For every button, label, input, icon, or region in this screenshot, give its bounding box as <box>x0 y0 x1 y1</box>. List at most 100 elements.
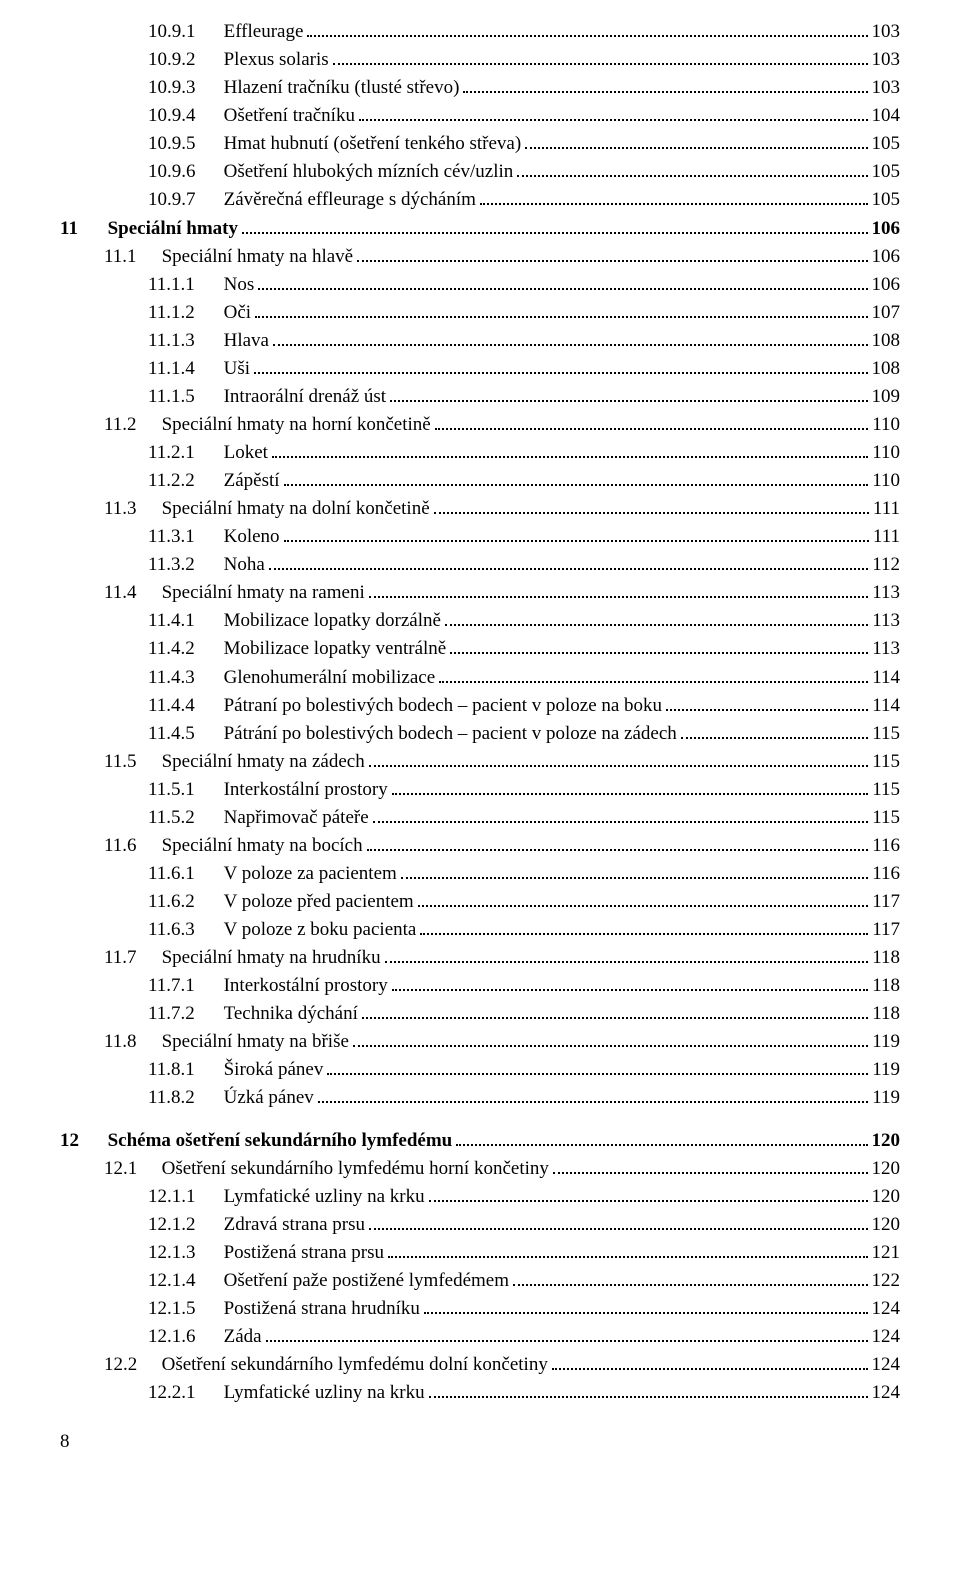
toc-entry-page: 107 <box>872 300 901 327</box>
toc-leader-dots <box>666 692 868 711</box>
toc-leader-dots <box>258 271 867 290</box>
toc-entry: 11.1.1Nos 106 <box>148 271 900 299</box>
toc-entry-page: 106 <box>872 244 901 271</box>
toc-entry: 12.2Ošetření sekundárního lymfedému doln… <box>104 1351 900 1379</box>
toc-entry-page: 116 <box>872 861 900 888</box>
toc-entry-label: Noha <box>224 552 265 579</box>
toc-entry-number: 11.6.3 <box>148 917 224 944</box>
toc-leader-dots <box>424 1295 868 1314</box>
toc-entry-label: Ošetření hlubokých mízních cév/uzlin <box>224 159 514 186</box>
toc-leader-dots <box>439 663 868 682</box>
toc-entry-number: 11.6 <box>104 833 162 860</box>
toc-entry-number: 11.7.1 <box>148 973 224 1000</box>
toc-entry: 10.9.7Závěrečná effleurage s dýcháním105 <box>148 186 900 214</box>
toc-entry-number: 11.7 <box>104 945 162 972</box>
toc-entry: 12Schéma ošetření sekundárního lymfedému… <box>60 1126 900 1154</box>
toc-entry-label: Napřimovač páteře <box>224 805 369 832</box>
toc-leader-dots <box>525 130 867 149</box>
toc-entry-number: 11.3.1 <box>148 524 224 551</box>
toc-entry: 11.4.4Pátraní po bolestivých bodech – pa… <box>148 692 900 720</box>
toc-leader-dots <box>513 1267 867 1286</box>
toc-entry-label: Uši <box>224 356 250 383</box>
toc-entry: 11.6Speciální hmaty na bocích116 <box>104 832 900 860</box>
toc-entry: 12.1.1Lymfatické uzliny na krku120 <box>148 1183 900 1211</box>
toc-leader-dots <box>367 832 869 851</box>
toc-entry: 11.1.2Oči107 <box>148 299 900 327</box>
toc-leader-dots <box>681 720 868 739</box>
toc-entry-label: Pátrání po bolestivých bodech – pacient … <box>224 721 677 748</box>
toc-entry-page: 104 <box>872 103 901 130</box>
toc-leader-dots <box>272 439 868 458</box>
toc-entry: 11.3.1Koleno111 <box>148 523 900 551</box>
toc-entry-page: 113 <box>872 608 900 635</box>
toc-entry-page: 110 <box>872 412 900 439</box>
toc-entry: 11.1.5Intraorální drenáž úst109 <box>148 383 900 411</box>
toc-entry: 11.8.1Široká pánev119 <box>148 1056 900 1084</box>
toc-entry: 11.5.2Napřimovač páteře115 <box>148 804 900 832</box>
toc-entry: 11.7.1Interkostální prostory118 <box>148 972 900 1000</box>
toc-entry: 12.1.2Zdravá strana prsu120 <box>148 1211 900 1239</box>
toc-entry-label: Nos <box>224 272 255 299</box>
toc-leader-dots <box>327 1056 868 1075</box>
toc-entry: 12.1.5Postižená strana hrudníku124 <box>148 1295 900 1323</box>
toc-entry-label: Hlava <box>224 328 269 355</box>
toc-entry-page: 122 <box>872 1268 901 1295</box>
toc-entry-number: 11.1.1 <box>148 272 224 299</box>
toc-leader-dots <box>359 102 868 121</box>
toc-entry-label: Speciální hmaty <box>108 216 238 243</box>
toc-entry-number: 12 <box>60 1128 108 1155</box>
toc-entry-label: V poloze za pacientem <box>224 861 397 888</box>
toc-entry-page: 116 <box>872 833 900 860</box>
toc-entry: 11.2Speciální hmaty na horní končetině11… <box>104 411 900 439</box>
toc-leader-dots <box>435 411 869 430</box>
toc-entry-number: 11.1.2 <box>148 300 224 327</box>
toc-leader-dots <box>463 74 867 93</box>
toc-entry-number: 11.5 <box>104 749 162 776</box>
toc-entry: 12.1.4Ošetření paže postižené lymfedémem… <box>148 1267 900 1295</box>
toc-entry-label: Hlazení tračníku (tlusté střevo) <box>224 75 460 102</box>
toc-entry-number: 11.1 <box>104 244 162 271</box>
toc-entry-page: 106 <box>872 272 901 299</box>
toc-entry-page: 119 <box>872 1085 900 1112</box>
toc-entry-number: 11.5.2 <box>148 805 224 832</box>
toc-entry: 11.6.3V poloze z boku pacienta117 <box>148 916 900 944</box>
toc-entry: 11.4Speciální hmaty na rameni113 <box>104 579 900 607</box>
toc-entry-number: 12.1.5 <box>148 1296 224 1323</box>
toc-entry-page: 114 <box>872 693 900 720</box>
toc-entry-number: 12.1.3 <box>148 1240 224 1267</box>
toc-entry-number: 11.2 <box>104 412 162 439</box>
toc-entry-page: 103 <box>872 75 901 102</box>
toc-entry-label: Zápěstí <box>224 468 280 495</box>
toc-entry: 11.7.2Technika dýchání118 <box>148 1000 900 1028</box>
toc-entry-number: 10.9.5 <box>148 131 224 158</box>
toc-entry-number: 10.9.7 <box>148 187 224 214</box>
toc-leader-dots <box>369 748 869 767</box>
toc-entry-page: 105 <box>872 159 901 186</box>
toc-entry: 10.9.1Effleurage103 <box>148 18 900 46</box>
toc-leader-dots <box>517 158 867 177</box>
toc-entry-number: 11.3 <box>104 496 162 523</box>
toc-entry-label: Hmat hubnutí (ošetření tenkého střeva) <box>224 131 522 158</box>
toc-entry-label: Plexus solaris <box>224 47 329 74</box>
toc-entry-page: 118 <box>872 973 900 1000</box>
toc-entry-label: Ošetření sekundárního lymfedému dolní ko… <box>162 1352 548 1379</box>
toc-entry-label: Postižená strana hrudníku <box>224 1296 420 1323</box>
toc-entry-number: 11.8.2 <box>148 1085 224 1112</box>
toc-leader-dots <box>480 186 868 205</box>
toc-leader-dots <box>552 1351 868 1370</box>
toc-entry-page: 113 <box>872 636 900 663</box>
toc-entry-label: Technika dýchání <box>224 1001 358 1028</box>
toc-entry-page: 112 <box>872 552 900 579</box>
toc-entry-number: 11.2.2 <box>148 468 224 495</box>
toc-entry-number: 11.4.4 <box>148 693 224 720</box>
toc-entry-page: 124 <box>872 1380 901 1407</box>
table-of-contents: 10.9.1Effleurage10310.9.2Plexus solaris1… <box>60 18 900 1407</box>
toc-leader-dots <box>388 1239 868 1258</box>
toc-entry-page: 118 <box>872 945 900 972</box>
toc-entry-label: Široká pánev <box>224 1057 324 1084</box>
toc-entry-label: Effleurage <box>224 19 304 46</box>
toc-entry: 11.8.2Úzká pánev119 <box>148 1084 900 1112</box>
page-footer-number: 8 <box>60 1429 900 1456</box>
toc-entry-page: 114 <box>872 665 900 692</box>
toc-entry-number: 11 <box>60 216 108 243</box>
